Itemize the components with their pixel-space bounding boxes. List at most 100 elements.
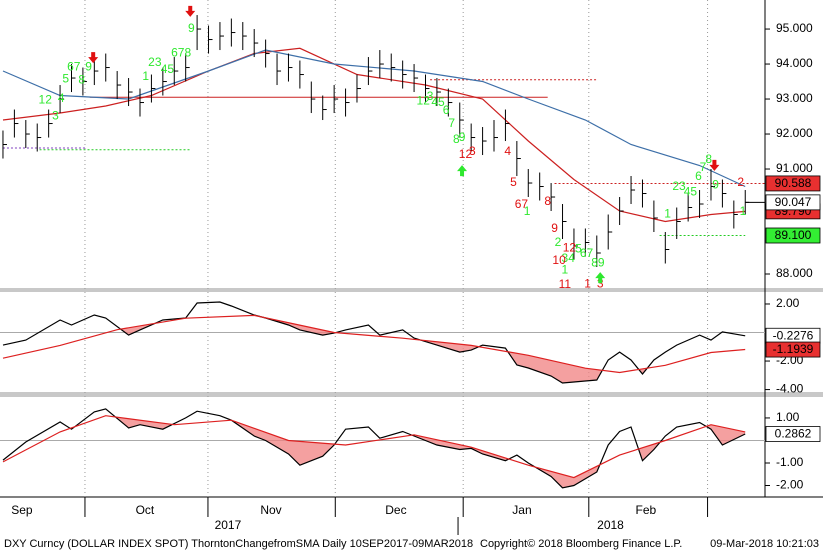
footer-center: Copyright© 2018 Bloomberg Finance L.P.: [480, 538, 682, 550]
y-tick-label: 88.000: [776, 266, 813, 280]
value-box: [765, 426, 821, 442]
td-count: 1: [664, 206, 671, 220]
signal-arrow: [457, 165, 468, 177]
line: [2, 314, 746, 374]
td-count: 67: [67, 59, 81, 73]
td-count: 6: [695, 169, 702, 183]
td-count: 1: [584, 276, 591, 290]
fill-area: [420, 340, 478, 353]
td-count: 45: [431, 95, 445, 109]
signal-arrow: [595, 272, 606, 284]
fill-area: [508, 351, 602, 383]
td-count: 7: [448, 116, 455, 130]
td-count: 8: [78, 72, 85, 86]
value-box: [765, 227, 821, 244]
td-count: 89: [591, 255, 605, 269]
td-count: 9: [85, 59, 92, 73]
td-count: 3: [427, 89, 434, 103]
y-tick-label: 95.000: [776, 21, 813, 35]
y-tick-label: 93.000: [776, 91, 813, 105]
y-tick-label: 2.00: [776, 296, 800, 310]
x-tick-label: Feb: [636, 503, 657, 517]
indicator-panel: [0, 301, 765, 384]
td-count: 12: [459, 147, 473, 161]
value-box-label: 89.100: [775, 228, 812, 242]
panel-separator: [0, 288, 823, 292]
td-count: 7: [700, 160, 707, 174]
td-count: 10: [552, 253, 566, 267]
td-count: 23: [148, 55, 162, 69]
indicator-panel: [0, 408, 765, 489]
value-box-label: 90.047: [775, 195, 812, 209]
panel-separator: [0, 392, 823, 397]
y-tick-label: 92.000: [776, 126, 813, 140]
td-count: 678: [171, 45, 191, 59]
fill-area: [231, 420, 335, 466]
line: [2, 301, 746, 384]
year-label: 2018: [597, 518, 624, 532]
value-box: [765, 175, 821, 192]
year-label: 2017: [215, 518, 242, 532]
x-tick-label: Sep: [11, 503, 33, 517]
td-count: 67: [580, 246, 594, 260]
y-tick-label: 91.000: [776, 161, 813, 175]
td-count: 45: [161, 62, 175, 76]
fill-area: [639, 442, 660, 461]
td-count: 23: [672, 179, 686, 193]
x-tick-label: Nov: [260, 503, 281, 517]
td-count: 9: [551, 221, 558, 235]
td-count: 1: [524, 204, 531, 218]
td-count: 2: [555, 235, 562, 249]
td-count: 8: [705, 152, 712, 166]
fill-area: [263, 317, 336, 336]
td-count: 67: [515, 197, 529, 211]
td-count: 2: [737, 175, 744, 189]
td-count: 1: [740, 204, 747, 218]
value-box-label: 90.588: [775, 176, 812, 190]
axes: 88.000 91.000 92.000 93.000 94.000 95.000 90.5…: [11, 21, 821, 535]
td-count: 3: [52, 108, 59, 122]
td-count: 4: [58, 91, 65, 105]
td-count: 5: [510, 175, 517, 189]
td-count: 9: [188, 21, 195, 35]
y-tick-label: 1.00: [776, 410, 800, 424]
td-count: 5: [575, 241, 582, 255]
line: [2, 408, 746, 489]
x-tick-label: Jan: [512, 503, 531, 517]
y-tick-label: -1.00: [776, 455, 804, 469]
td-count: 8: [453, 132, 460, 146]
td-count: 12: [39, 92, 53, 106]
footer-left: DXY Curncy (DOLLAR INDEX SPOT) ThorntonC…: [4, 538, 473, 550]
td-count: 34: [562, 251, 576, 265]
td-count: 9: [459, 130, 466, 144]
y-tick-label: 94.000: [776, 56, 813, 70]
td-count: 12: [417, 93, 431, 107]
y-tick-label: -4.00: [776, 382, 804, 396]
signal-arrow: [88, 52, 99, 64]
td-count: 11: [559, 277, 572, 291]
fill-area: [706, 424, 746, 445]
fill-area: [121, 323, 155, 336]
value-box-label: -0.2276: [773, 328, 814, 342]
line: [2, 415, 746, 479]
signal-arrow: [709, 159, 720, 171]
td-count: 12: [563, 240, 577, 254]
value-box: [765, 194, 821, 211]
td-count: 1: [142, 69, 149, 83]
x-tick-label: Dec: [385, 503, 406, 517]
signal-arrow: [185, 5, 196, 17]
td-count: 45: [684, 184, 698, 198]
fill-area: [116, 417, 172, 430]
td-count: 4: [504, 144, 511, 158]
td-count: 8: [544, 194, 551, 208]
footer-right: 09-Mar-2018 10:21:03: [710, 538, 819, 550]
value-box-label: 0.2862: [775, 427, 812, 441]
td-count: 3: [469, 144, 476, 158]
td-count: 5: [62, 71, 69, 85]
value-box: [765, 341, 821, 358]
td-count: 9: [712, 177, 719, 191]
td-count: 1: [561, 262, 568, 276]
